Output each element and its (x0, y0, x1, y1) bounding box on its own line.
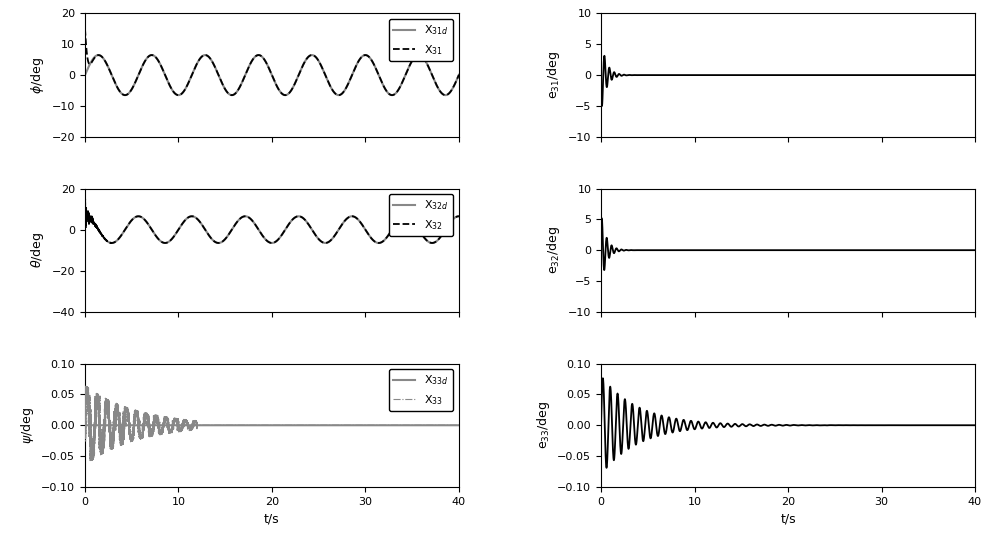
Y-axis label: $\psi$/deg: $\psi$/deg (19, 407, 36, 444)
Legend: X$_{33d}$, X$_{33}$: X$_{33d}$, X$_{33}$ (389, 369, 453, 411)
Y-axis label: e$_{31}$/deg: e$_{31}$/deg (545, 51, 562, 99)
Legend: X$_{32d}$, X$_{32}$: X$_{32d}$, X$_{32}$ (389, 194, 453, 236)
Y-axis label: e$_{32}$/deg: e$_{32}$/deg (545, 226, 562, 274)
X-axis label: t/s: t/s (780, 512, 796, 525)
Legend: X$_{31d}$, X$_{31}$: X$_{31d}$, X$_{31}$ (389, 19, 453, 61)
Y-axis label: $\phi$/deg: $\phi$/deg (29, 56, 46, 94)
Y-axis label: $\theta$/deg: $\theta$/deg (29, 232, 46, 268)
X-axis label: t/s: t/s (264, 512, 280, 525)
Y-axis label: e$_{33}$/deg: e$_{33}$/deg (535, 401, 552, 449)
